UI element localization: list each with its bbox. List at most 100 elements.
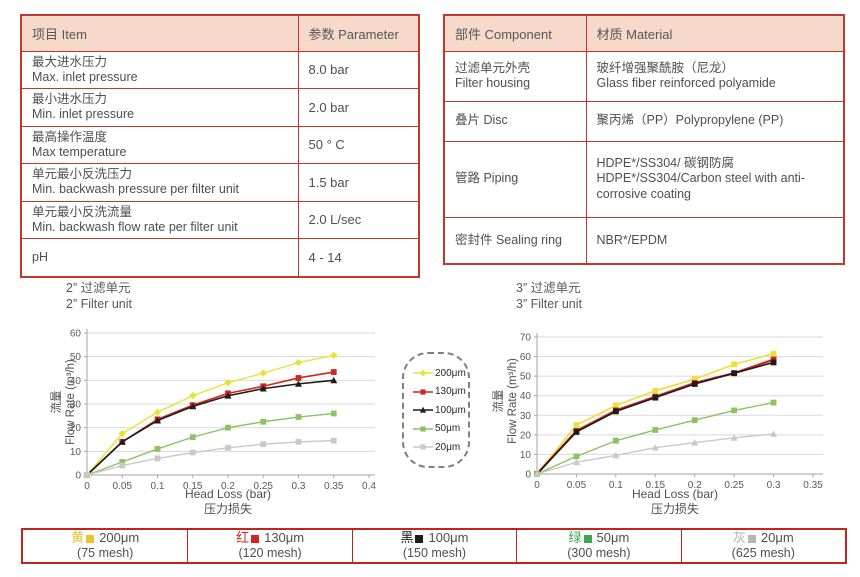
svg-text:30: 30 (520, 411, 532, 422)
legend-item: 100μm (413, 405, 466, 416)
color-name-zh: 灰 (732, 530, 746, 546)
material-table: 部件 Component 材质 Material 过滤单元外壳 Filter h… (443, 14, 845, 265)
svg-text:0: 0 (84, 481, 90, 492)
table-row: 最大进水压力 Max. inlet pressure 8.0 bar (20, 50, 420, 89)
svg-text:0.1: 0.1 (609, 480, 623, 491)
svg-text:0.35: 0.35 (324, 481, 344, 492)
svg-text:0.25: 0.25 (724, 480, 744, 491)
micron-label: 100μm (428, 530, 469, 546)
material-header-component: 部件 Component (443, 14, 587, 52)
chart-title-3in: 3” 过滤单元 3” Filter unit (516, 280, 582, 313)
legend-label: 20μm (435, 441, 461, 453)
micron-label: 50μm (596, 530, 630, 546)
svg-text:0: 0 (534, 480, 540, 491)
material-zh: NBR*/EPDM (596, 232, 668, 247)
svg-text:0.25: 0.25 (254, 481, 274, 492)
color-swatch (86, 534, 95, 543)
micron-label: 200μm (99, 530, 140, 546)
x-axis-label-left: Head Loss (bar) 压力损失 (87, 487, 369, 517)
component-zh: 管路 Piping (455, 171, 519, 186)
material-zh: 玻纤增强聚酰胺（尼龙） (596, 60, 735, 75)
chart-title-2in: 2” 过滤单元 2” Filter unit (66, 280, 132, 313)
color-name-zh: 黑 (400, 530, 414, 546)
mesh-label: (75 mesh) (77, 546, 134, 561)
x-axis-label-zh: 压力损失 (203, 502, 252, 516)
table-row: 最高操作温度 Max temperature 50 ° C (20, 125, 420, 164)
svg-text:0.3: 0.3 (767, 480, 781, 491)
color-swatch (415, 534, 424, 543)
material-header-material: 材质 Material (585, 14, 845, 52)
table-row: 密封件 Sealing ring NBR*/EPDM (443, 216, 845, 265)
svg-text:0.15: 0.15 (646, 480, 666, 491)
legend-marker-icon (413, 444, 433, 450)
legend-item: 20μm (413, 442, 466, 453)
material-en: HDPE*/SS304/Carbon steel with anti-corro… (596, 171, 805, 201)
svg-text:70: 70 (520, 333, 532, 344)
svg-text:40: 40 (70, 376, 82, 387)
table-row: 管路 Piping HDPE*/SS304/ 碳钢防腐 HDPE*/SS304/… (443, 140, 845, 218)
svg-text:0.15: 0.15 (183, 481, 203, 492)
svg-text:0.2: 0.2 (688, 480, 702, 491)
table-row: 叠片 Disc 聚丙烯（PP）Polypropylene (PP) (443, 100, 845, 142)
mesh-label: (300 mesh) (567, 546, 631, 561)
mesh-label: (150 mesh) (402, 546, 467, 561)
component-zh: 过滤单元外壳 (455, 60, 531, 75)
legend-label: 100μm (435, 404, 466, 416)
svg-text:0: 0 (75, 471, 81, 482)
mesh-label: (120 mesh) (238, 546, 302, 561)
item-value: 1.5 bar (297, 163, 420, 202)
svg-text:0: 0 (525, 470, 531, 481)
svg-text:50: 50 (520, 372, 532, 383)
svg-text:0.35: 0.35 (803, 480, 823, 491)
item-label-zh: pH (32, 249, 48, 264)
color-name-zh: 黄 (71, 530, 85, 546)
svg-text:60: 60 (70, 329, 82, 340)
legend-label: 50μm (435, 423, 461, 434)
item-label-zh: 单元最小反洗流量 (32, 204, 133, 219)
item-label-zh: 最高操作温度 (32, 129, 108, 144)
spec-header-item: 项目 Item (20, 14, 299, 52)
chart-title-2in-zh: 2” 过滤单元 (66, 281, 131, 295)
svg-text:20: 20 (70, 423, 82, 434)
material-zh: 聚丙烯（PP）Polypropylene (PP) (596, 113, 784, 128)
spec-table: 项目 Item 参数 Parameter 最大进水压力 Max. inlet p… (20, 14, 420, 278)
item-value: 2.0 L/sec (297, 200, 420, 239)
table-row: 单元最小反洗流量 Min. backwash flow rate per fil… (20, 200, 420, 239)
svg-text:50: 50 (70, 352, 82, 363)
micron-label: 20μm (760, 530, 794, 546)
mesh-legend-table: 黄 200μm (75 mesh) 红 130μm (120 mesh) 黑 100μ… (21, 528, 847, 564)
legend-item: 130μm (413, 386, 466, 397)
chart-title-3in-en: 3” Filter unit (516, 297, 582, 312)
component-zh: 密封件 Sealing ring (455, 232, 562, 247)
legend-label: 130μm (435, 386, 466, 397)
svg-text:0.3: 0.3 (292, 481, 306, 492)
legend-label: 200μm (435, 367, 466, 379)
svg-text:60: 60 (520, 352, 532, 363)
x-axis-label-en: Head Loss (bar) (631, 487, 719, 501)
table-row: 单元最小反洗压力 Min. backwash pressure per filt… (20, 163, 420, 202)
component-en: Filter housing (455, 76, 531, 90)
legend-cell-100um: 黑 100μm (150 mesh) (351, 530, 516, 562)
flow-chart-2in: 0 10 20 30 40 50 60 0 0.05 0.1 0.15 0.2 0.25 0.3 0.35 0… (70, 329, 377, 493)
chart-title-3in-zh: 3” 过滤单元 (516, 281, 581, 295)
chart-title-2in-en: 2” Filter unit (66, 297, 132, 312)
color-name-zh: 红 (236, 530, 250, 546)
svg-text:0.1: 0.1 (151, 481, 165, 492)
item-value: 8.0 bar (297, 50, 420, 89)
legend-item: 50μm (413, 423, 466, 434)
spec-header-parameter: 参数 Parameter (297, 14, 420, 52)
svg-text:0.4: 0.4 (362, 481, 376, 492)
item-value: 50 ° C (297, 125, 420, 164)
svg-text:10: 10 (70, 447, 82, 458)
color-swatch (251, 534, 260, 543)
legend-marker-icon (413, 425, 433, 432)
legend-item: 200μm (413, 368, 466, 379)
item-label-zh: 单元最小反洗压力 (32, 167, 133, 181)
chart-legend-box: 200μm 130μm 100μm 50μm 20μm (402, 352, 470, 468)
x-axis-label-right: Head Loss (bar) 压力损失 (537, 487, 813, 517)
item-label-en: Max temperature (32, 144, 127, 159)
material-en: Glass fiber reinforced polyamide (596, 76, 776, 90)
component-zh: 叠片 Disc (455, 113, 508, 128)
color-name-zh: 绿 (568, 530, 582, 546)
